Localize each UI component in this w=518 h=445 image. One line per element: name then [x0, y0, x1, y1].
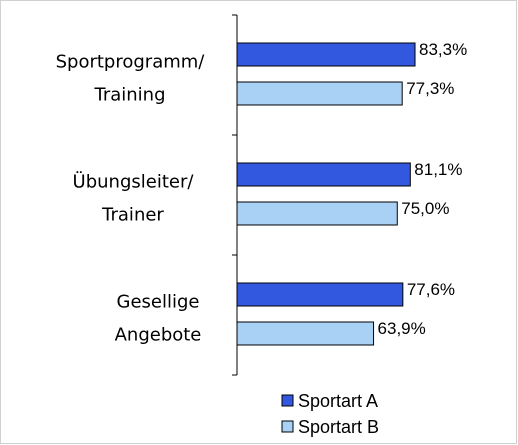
bar — [236, 201, 398, 226]
bar — [236, 321, 375, 346]
legend-label: Sportart A — [298, 391, 378, 411]
category-label: Gesellige Angebote — [115, 292, 202, 346]
value-label: 77,3% — [406, 79, 454, 98]
value-label: 83,3% — [419, 40, 467, 59]
bar — [236, 162, 411, 187]
bar — [236, 81, 403, 106]
value-label: 63,9% — [378, 319, 426, 338]
legend-swatch — [281, 394, 294, 407]
value-label: 77,6% — [407, 280, 455, 299]
category-label: Übungsleiter/Trainer — [73, 171, 195, 226]
value-label: 75,0% — [401, 199, 449, 218]
legend-label: Sportart B — [298, 417, 379, 437]
category-label: Sportprogramm/Training — [56, 52, 206, 106]
bar — [236, 42, 416, 67]
bar — [236, 282, 404, 307]
value-label: 81,1% — [414, 160, 462, 179]
legend-swatch — [281, 420, 294, 433]
